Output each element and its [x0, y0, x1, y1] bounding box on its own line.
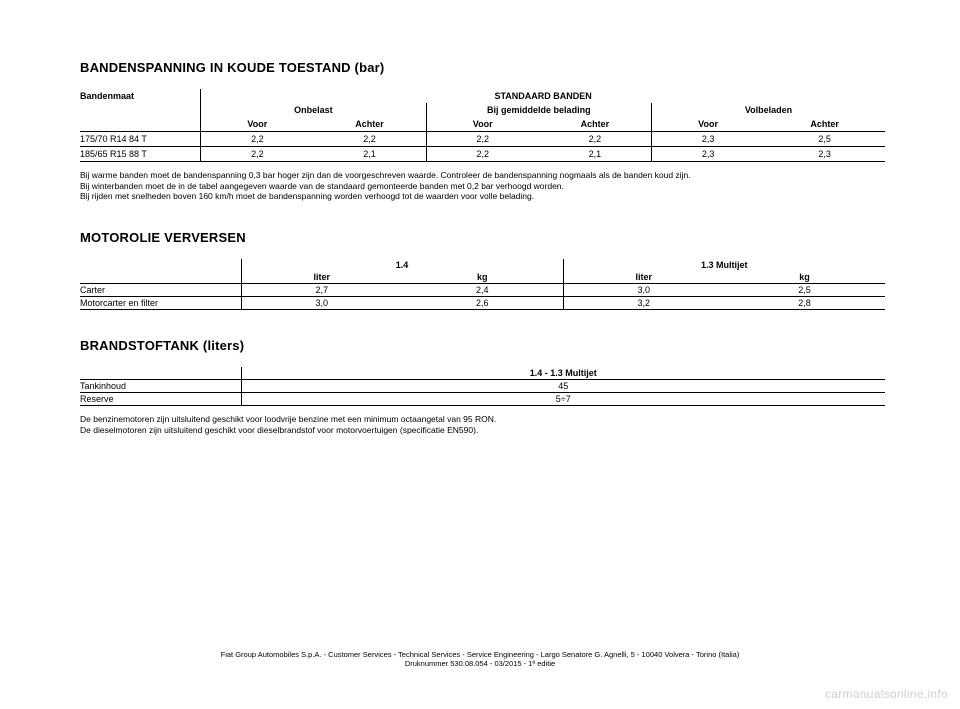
- engine-header: 1.3 Multijet: [563, 259, 885, 271]
- tire-pressure-table: Bandenmaat STANDAARD BANDEN Onbelast Bij…: [80, 89, 885, 162]
- col-header: 1.4 - 1.3 Multijet: [241, 367, 885, 380]
- col-header: Voor: [652, 117, 765, 132]
- tire-pressure-section: BANDENSPANNING IN KOUDE TOESTAND (bar) B…: [80, 60, 885, 202]
- unit-header: liter: [241, 271, 402, 284]
- cell: 2,5: [724, 283, 885, 296]
- cell: 3,0: [563, 283, 724, 296]
- col-header: Achter: [764, 117, 885, 132]
- motor-oil-section: MOTOROLIE VERVERSEN 1.4 1.3 Multijet lit…: [80, 230, 885, 310]
- super-header: STANDAARD BANDEN: [201, 89, 885, 103]
- footer-line: Druknummer 530.08.054 - 03/2015 - 1ª edi…: [405, 659, 555, 668]
- cell: 2,2: [201, 147, 314, 162]
- page-footer: Fiat Group Automobiles S.p.A. - Customer…: [0, 650, 960, 670]
- unit-header: kg: [724, 271, 885, 284]
- tire-size: 175/70 R14 84 T: [80, 132, 201, 147]
- fuel-notes: De benzinemotoren zijn uitsluitend gesch…: [80, 414, 885, 435]
- note-line: Bij winterbanden moet de in de tabel aan…: [80, 181, 564, 191]
- group-header: Bij gemiddelde belading: [426, 103, 651, 117]
- cell: 2,6: [402, 296, 563, 309]
- cell: 3,2: [563, 296, 724, 309]
- footer-line: Fiat Group Automobiles S.p.A. - Customer…: [221, 650, 740, 659]
- fuel-tank-section: BRANDSTOFTANK (liters) 1.4 - 1.3 Multije…: [80, 338, 885, 435]
- note-line: Bij rijden met snelheden boven 160 km/h …: [80, 191, 534, 201]
- document-page: BANDENSPANNING IN KOUDE TOESTAND (bar) B…: [0, 0, 960, 709]
- row-header-label: Bandenmaat: [80, 89, 201, 132]
- cell: 2,2: [201, 132, 314, 147]
- fuel-tank-table: 1.4 - 1.3 Multijet Tankinhoud 45 Reserve…: [80, 367, 885, 406]
- cell: 2,1: [539, 147, 652, 162]
- table-row: Tankinhoud 45: [80, 379, 885, 392]
- col-header: Voor: [201, 117, 314, 132]
- row-label: Motorcarter en filter: [80, 296, 241, 309]
- cell: 2,2: [313, 132, 426, 147]
- cell: 2,4: [402, 283, 563, 296]
- group-header: Onbelast: [201, 103, 426, 117]
- cell: 2,7: [241, 283, 402, 296]
- cell: 2,5: [764, 132, 885, 147]
- cell: 2,3: [652, 132, 765, 147]
- engine-header: 1.4: [241, 259, 563, 271]
- group-header: Volbeladen: [652, 103, 886, 117]
- cell: 2,2: [539, 132, 652, 147]
- row-label: Reserve: [80, 392, 241, 405]
- tire-notes: Bij warme banden moet de bandenspanning …: [80, 170, 885, 202]
- cell: 2,2: [426, 132, 539, 147]
- tire-section-title: BANDENSPANNING IN KOUDE TOESTAND (bar): [80, 60, 885, 75]
- unit-header: liter: [563, 271, 724, 284]
- tire-size: 185/65 R15 88 T: [80, 147, 201, 162]
- note-line: Bij warme banden moet de bandenspanning …: [80, 170, 691, 180]
- cell: 2,8: [724, 296, 885, 309]
- cell: 2,1: [313, 147, 426, 162]
- watermark: carmanualsonline.info: [825, 687, 948, 701]
- col-header: Achter: [539, 117, 652, 132]
- note-line: De dieselmotoren zijn uitsluitend geschi…: [80, 425, 478, 435]
- table-row: Motorcarter en filter 3,0 2,6 3,2 2,8: [80, 296, 885, 309]
- cell: 3,0: [241, 296, 402, 309]
- table-row: 185/65 R15 88 T 2,2 2,1 2,2 2,1 2,3 2,3: [80, 147, 885, 162]
- table-row: Reserve 5÷7: [80, 392, 885, 405]
- oil-section-title: MOTOROLIE VERVERSEN: [80, 230, 885, 245]
- col-header: Achter: [313, 117, 426, 132]
- table-row: Carter 2,7 2,4 3,0 2,5: [80, 283, 885, 296]
- note-line: De benzinemotoren zijn uitsluitend gesch…: [80, 414, 496, 424]
- cell: 5÷7: [241, 392, 885, 405]
- cell: 2,2: [426, 147, 539, 162]
- cell: 45: [241, 379, 885, 392]
- motor-oil-table: 1.4 1.3 Multijet liter kg liter kg Carte…: [80, 259, 885, 310]
- cell: 2,3: [652, 147, 765, 162]
- row-label: Tankinhoud: [80, 379, 241, 392]
- table-row: 175/70 R14 84 T 2,2 2,2 2,2 2,2 2,3 2,5: [80, 132, 885, 147]
- col-header: Voor: [426, 117, 539, 132]
- unit-header: kg: [402, 271, 563, 284]
- cell: 2,3: [764, 147, 885, 162]
- row-label: Carter: [80, 283, 241, 296]
- fuel-section-title: BRANDSTOFTANK (liters): [80, 338, 885, 353]
